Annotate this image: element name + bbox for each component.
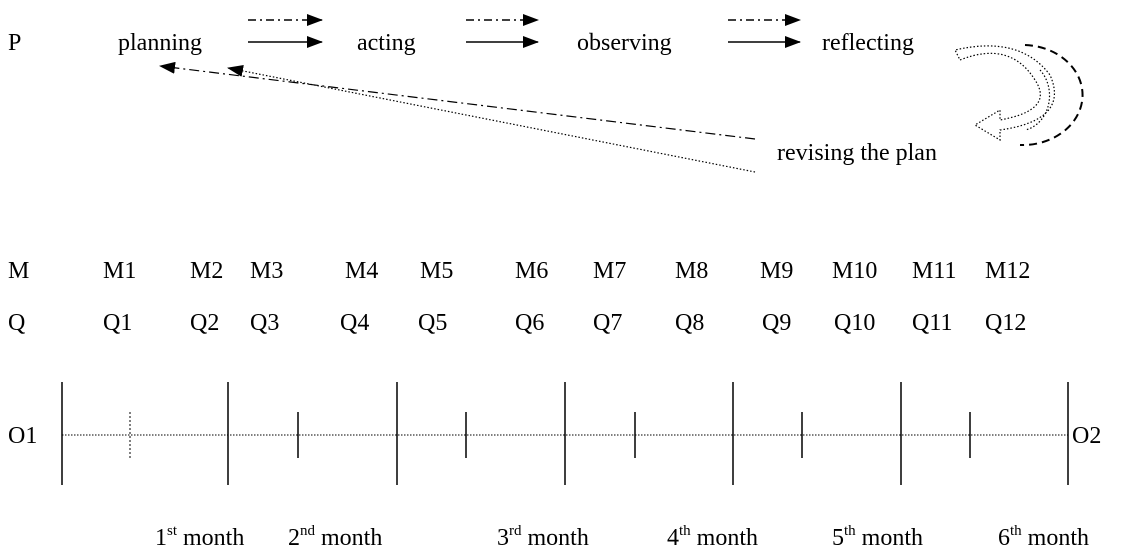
month-number: 6 [998,525,1010,551]
questionnaire: Q4 [340,310,369,336]
ticks [61,382,1069,485]
month-number: 1 [155,525,167,551]
month-suffix: rd [509,523,522,539]
meeting: M9 [760,258,793,284]
meeting: M2 [190,258,223,284]
questionnaires-row: Q Q1 Q2 Q3 Q4 Q5 Q6 Q7 Q8 Q9 Q10 Q11 Q12 [8,310,1026,336]
month-label: 2nd month [288,523,382,551]
month-label: 6th month [998,523,1089,551]
revise-arrows [159,44,1084,173]
questionnaire: Q10 [834,310,875,336]
revise-label: revising the plan [777,140,937,166]
meeting: M5 [420,258,453,284]
questionnaire: Q6 [515,310,544,336]
step: planning [118,30,202,56]
step: acting [357,30,416,56]
meeting: M12 [985,258,1030,284]
month-suffix: th [844,523,856,539]
timeline: O1 O2 1st month 2nd month 3rd month 4th month 5t… [8,382,1101,551]
meeting: M8 [675,258,708,284]
questionnaire: Q11 [912,310,952,336]
month-word: month [697,525,758,551]
meeting: M4 [345,258,378,284]
month-word: month [862,525,923,551]
month-label: 4th month [667,523,758,551]
meeting: M11 [912,258,956,284]
month-word: month [528,525,589,551]
questionnaire: Q3 [250,310,279,336]
month-labels: 1st month 2nd month 3rd month 4th month 5th month… [155,523,1089,551]
meeting: M1 [103,258,136,284]
cycle-row: P planning acting observing reflecting r… [8,14,1084,173]
row-label: M [8,258,29,284]
month-label: 5th month [832,523,923,551]
questionnaire: Q1 [103,310,132,336]
month-suffix: th [1010,523,1022,539]
month-label: 3rd month [497,523,589,551]
month-word: month [183,525,244,551]
questionnaire: Q12 [985,310,1026,336]
questionnaire: Q2 [190,310,219,336]
step: observing [577,30,672,56]
questionnaire: Q5 [418,310,447,336]
step-arrows [248,14,801,48]
start-label: O1 [8,423,37,449]
meeting: M7 [593,258,626,284]
questionnaire: Q7 [593,310,622,336]
month-suffix: st [167,523,178,539]
meeting: M3 [250,258,283,284]
meeting: M6 [515,258,548,284]
meeting: M10 [832,258,877,284]
month-number: 5 [832,525,844,551]
questionnaire: Q9 [762,310,791,336]
month-number: 2 [288,525,300,551]
meetings-row: M M1 M2 M3 M4 M5 M6 M7 M8 M9 M10 M11 M12 [8,258,1030,284]
row-label: P [8,30,21,56]
month-word: month [1028,525,1089,551]
month-suffix: nd [300,523,316,539]
month-suffix: th [679,523,691,539]
month-number: 4 [667,525,679,551]
step: reflecting [822,30,914,56]
month-word: month [321,525,382,551]
row-label: Q [8,310,25,336]
month-label: 1st month [155,523,244,551]
end-label: O2 [1072,423,1101,449]
month-number: 3 [497,525,509,551]
questionnaire: Q8 [675,310,704,336]
